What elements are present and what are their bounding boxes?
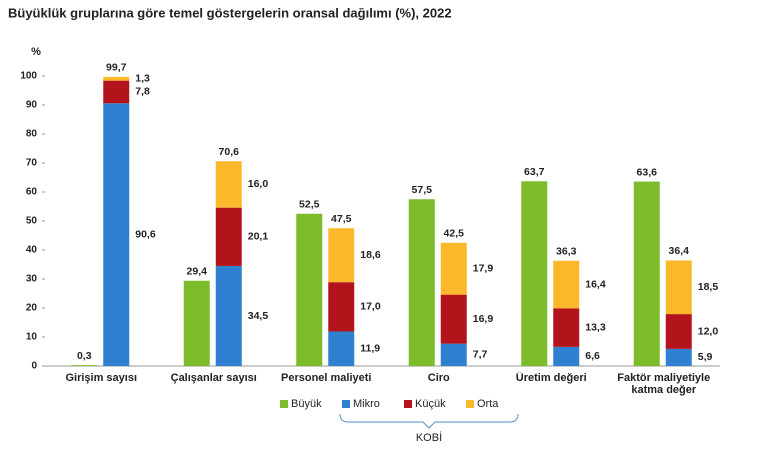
x-tick-label: Girişim sayısı [65, 372, 138, 384]
bar-segment [103, 76, 130, 81]
x-tick-label-box: Faktör maliyetiyle katma değer [617, 372, 711, 396]
total-label: 47,5 [331, 213, 352, 225]
value-label: 18,5 [698, 281, 719, 293]
legend-swatch [404, 400, 412, 408]
bar-segment [215, 207, 242, 266]
y-tick-label: 50 [26, 216, 38, 227]
bar-segment [553, 346, 580, 366]
value-label: 17,9 [473, 262, 494, 274]
bar-segment [440, 242, 467, 295]
value-label: 20,1 [248, 231, 269, 243]
y-tick-label: 100 [20, 71, 37, 82]
bar-segment [328, 228, 355, 283]
value-label: 63,6 [637, 166, 658, 178]
bar-segment [103, 103, 130, 366]
total-label: 36,4 [669, 245, 690, 257]
x-tick-label-box: Personel maliyeti [281, 372, 372, 384]
value-label: 12,0 [698, 325, 719, 337]
bar-segment [665, 260, 692, 315]
x-tick-label: Üretim değeri [515, 372, 587, 384]
bar-segment [215, 161, 242, 208]
bar-segment [553, 308, 580, 347]
legend-label: Mikro [353, 398, 380, 410]
value-label: 5,9 [698, 351, 713, 363]
bar-segment [553, 260, 580, 309]
x-tick-label: Faktör maliyetiyle katma değer [617, 372, 711, 396]
y-tick-label: 60 [26, 187, 38, 198]
bar-segment [665, 314, 692, 349]
value-label: 63,7 [524, 166, 545, 178]
value-label: 0,3 [77, 350, 92, 362]
bar-segment [328, 331, 355, 366]
bar-segment [328, 282, 355, 332]
bar [296, 213, 323, 366]
y-tick-label: 70 [26, 158, 38, 169]
value-label: 11,9 [360, 343, 380, 355]
y-tick-label: 20 [26, 303, 38, 314]
legend-swatch [342, 400, 350, 408]
chart-title: Büyüklük gruplarına göre temel göstergel… [8, 5, 452, 20]
bar [633, 181, 660, 366]
value-label: 6,6 [585, 350, 600, 362]
bar [408, 199, 435, 366]
x-tick-label-box: Üretim değeri [515, 372, 587, 384]
legend-label: Orta [477, 398, 499, 410]
legend-swatch [280, 400, 288, 408]
total-label: 70,6 [219, 146, 240, 158]
total-label: 42,5 [444, 228, 465, 240]
value-label: 13,3 [585, 321, 606, 333]
x-tick-label: Çalışanlar sayısı [170, 372, 257, 384]
value-label: 17,0 [360, 301, 381, 313]
y-tick-label: 30 [26, 274, 38, 285]
total-label: 36,3 [556, 246, 577, 258]
legend-label: Büyük [291, 398, 322, 410]
y-tick-label: 0 [31, 361, 37, 372]
value-label: 52,5 [299, 199, 320, 211]
x-tick-label: Ciro [427, 372, 450, 384]
bar-segment [440, 294, 467, 344]
x-tick-label-box: Girişim sayısı [65, 372, 138, 384]
kobi-label: KOBİ [416, 431, 442, 444]
value-label: 16,9 [473, 313, 494, 325]
x-tick-label-box: Ciro [427, 372, 450, 384]
bar-segment [665, 348, 692, 366]
y-axis-label: % [31, 46, 41, 58]
bar [183, 280, 210, 366]
bar-segment [440, 343, 467, 366]
value-label: 18,6 [360, 249, 381, 261]
value-label: 16,4 [585, 278, 606, 290]
kobi-bracket [339, 413, 519, 429]
value-label: 29,4 [187, 266, 208, 278]
legend-label: Küçük [415, 398, 446, 410]
value-label: 34,5 [248, 310, 269, 322]
bar [521, 181, 548, 366]
total-label: 99,7 [106, 62, 127, 74]
bar-segment [215, 265, 242, 366]
value-label: 57,5 [412, 184, 433, 196]
value-label: 16,0 [248, 178, 269, 190]
bar-segment [103, 80, 130, 104]
value-label: 90,6 [135, 228, 156, 240]
y-tick-label: 10 [26, 332, 38, 343]
value-label: 7,7 [473, 349, 488, 361]
legend-swatch [466, 400, 474, 408]
x-tick-label-box: Çalışanlar sayısı [170, 372, 257, 384]
value-label: 1,3 [135, 73, 150, 85]
value-label: 7,8 [135, 86, 150, 98]
x-tick-label: Personel maliyeti [281, 372, 372, 384]
y-tick-label: 40 [26, 245, 38, 256]
y-tick-label: 80 [26, 129, 38, 140]
y-tick-label: 90 [26, 100, 38, 111]
bar [71, 365, 98, 366]
